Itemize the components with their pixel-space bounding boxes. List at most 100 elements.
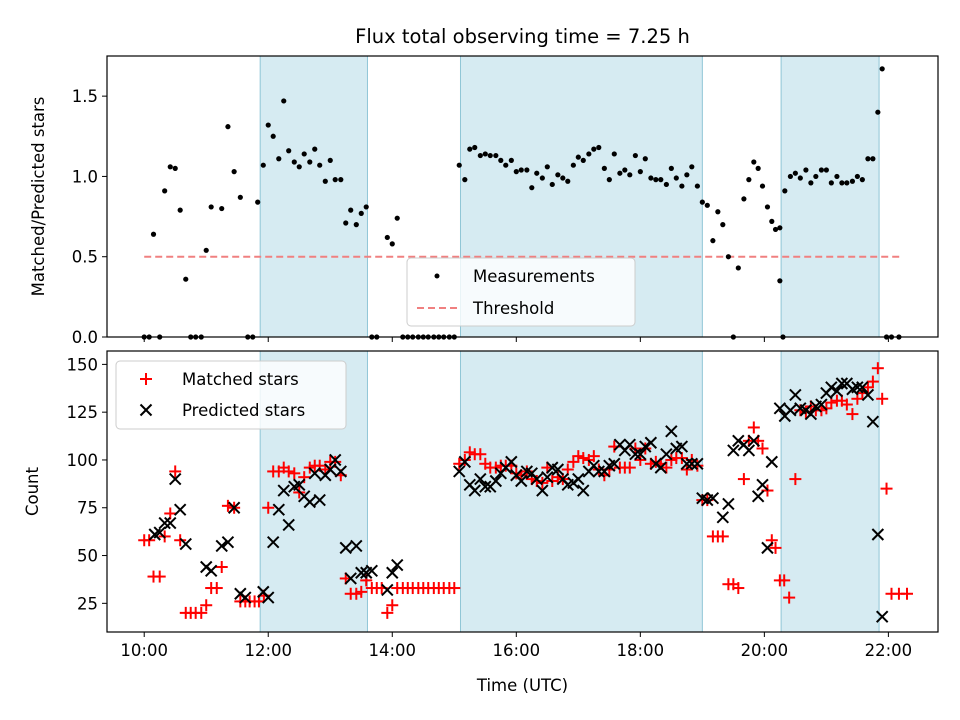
x-tick-label: 18:00 <box>617 641 665 660</box>
measurement-point <box>694 183 700 189</box>
measurement-point <box>394 215 400 221</box>
predicted-star-point <box>861 388 875 402</box>
predicted-star-point <box>339 541 352 555</box>
matched-star-point <box>778 574 791 587</box>
predicted-star-point <box>835 377 849 390</box>
predicted-star-point <box>282 518 295 532</box>
measurement-point <box>343 220 349 226</box>
predicted-star-point <box>530 472 543 486</box>
predicted-star-point <box>765 455 779 469</box>
y-tick-label: 25 <box>77 594 98 613</box>
measurement-point <box>456 162 462 168</box>
predicted-star-point <box>875 610 889 623</box>
predicted-star-point <box>468 484 481 497</box>
measurement-point <box>565 178 571 184</box>
y-tick-label: 150 <box>67 355 99 374</box>
predicted-star-point <box>623 438 636 451</box>
measurement-point <box>772 226 779 233</box>
predicted-star-point <box>634 448 647 461</box>
measurement-point <box>735 265 741 271</box>
predicted-star-point <box>344 572 357 585</box>
measurement-point <box>322 178 328 184</box>
predicted-star-point <box>164 516 177 530</box>
predicted-star-point <box>173 503 187 516</box>
bottom-legend: Matched stars Predicted stars <box>115 360 347 430</box>
measurement-point <box>560 175 566 181</box>
matched-star-point <box>737 473 750 486</box>
measurement-point <box>183 276 189 282</box>
measurement-point <box>668 165 674 171</box>
predicted-star-point <box>825 381 838 394</box>
predicted-star-point <box>830 384 844 398</box>
measurement-point <box>792 170 798 176</box>
predicted-star-point <box>665 425 678 438</box>
matched-star-point <box>164 507 177 520</box>
legend-measurements-label: Measurements <box>473 267 595 286</box>
measurement-point <box>265 122 271 128</box>
measurement-point <box>307 159 313 165</box>
measurement-point <box>260 162 266 168</box>
predicted-star-point <box>804 407 818 421</box>
measurement-point <box>312 146 318 152</box>
predicted-star-point <box>293 478 306 492</box>
top-y-axis-label: Matched/Predicted stars <box>29 97 48 297</box>
predicted-star-point <box>722 497 735 511</box>
measurement-point <box>539 175 545 181</box>
measurement-point <box>482 151 488 157</box>
measurement-point <box>879 66 885 72</box>
predicted-star-point <box>675 440 689 453</box>
x-tick-label: 14:00 <box>368 641 416 660</box>
predicted-star-point <box>179 537 192 551</box>
predicted-star-point <box>784 404 797 417</box>
matched-star-point <box>288 467 301 480</box>
measurement-point <box>601 165 607 171</box>
measurement-point <box>286 148 292 154</box>
measurement-point <box>219 205 225 212</box>
measurement-point <box>358 210 364 216</box>
measurement-point <box>606 177 612 183</box>
y-tick-label: 125 <box>67 403 99 422</box>
matched-star-point <box>623 461 636 474</box>
measurement-point <box>487 152 493 159</box>
bottom-subplot: 25 50 75 100 125 150 10:00 12:00 14:00 16:00 18:00… <box>23 350 939 695</box>
matched-star-point <box>789 473 802 486</box>
bottom-plot-frame <box>106 350 939 633</box>
measurement-point <box>741 196 747 202</box>
measurement-point <box>704 202 710 208</box>
measurement-point <box>673 175 679 181</box>
predicted-star-point <box>489 474 503 488</box>
predicted-star-point <box>654 461 668 474</box>
measurement-point <box>338 177 344 183</box>
measurement-point <box>627 172 633 178</box>
predicted-star-point <box>266 535 280 549</box>
top-subplot: 0.0 0.5 1.0 1.5 Flux total observing time =… <box>29 25 939 347</box>
measurement-point <box>787 173 794 180</box>
predicted-star-point <box>169 472 182 486</box>
y-tick-label: 100 <box>67 451 99 470</box>
measurement-point <box>534 170 540 176</box>
predicted-star-point <box>716 511 730 524</box>
measurement-point <box>803 167 809 173</box>
top-legend-box <box>406 257 636 327</box>
predicted-star-point <box>391 558 404 572</box>
measurement-point <box>348 207 354 213</box>
predicted-star-point <box>153 526 166 539</box>
bottom-legend-box <box>115 360 347 430</box>
measurement-point <box>870 156 876 162</box>
measurement-point <box>622 167 628 173</box>
matched-star-point <box>458 453 471 466</box>
predicted-star-point <box>204 564 218 578</box>
y-tick-label: 1.0 <box>72 167 98 186</box>
y-tick-label: 0.5 <box>72 248 98 267</box>
matched-star-point <box>474 448 487 461</box>
predicted-star-point <box>789 388 802 402</box>
matched-star-point <box>587 450 600 463</box>
measurement-point <box>642 156 648 162</box>
matched-star-point <box>794 404 807 417</box>
predicted-star-point <box>303 495 316 509</box>
measurement-point <box>777 225 783 231</box>
measurement-point <box>276 156 282 162</box>
legend-cross-glyph <box>139 403 153 417</box>
predicted-star-point <box>732 434 745 448</box>
